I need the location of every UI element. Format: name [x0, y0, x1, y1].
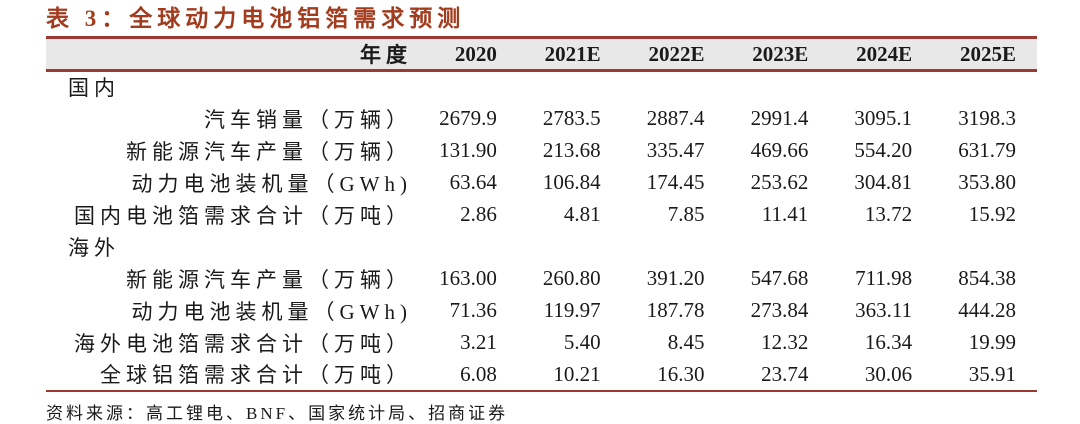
- table-cell: 273.84: [750, 298, 809, 322]
- table-cell: 8.45: [667, 330, 705, 354]
- row-label: 汽车销量（万辆）: [204, 107, 412, 132]
- section-row: 国内: [46, 71, 1037, 103]
- table-cell: 335.47: [646, 138, 705, 162]
- table-cell: 353.80: [958, 170, 1016, 194]
- table-cell: 2887.4: [646, 106, 705, 130]
- table-cell: 16.34: [864, 330, 913, 354]
- table-cell: 3198.3: [958, 106, 1016, 130]
- row-label: 全球铝箔需求合计（万吨）: [100, 363, 412, 387]
- table-cell: 163.00: [439, 266, 497, 290]
- table-cell: 5.40: [563, 330, 601, 354]
- forecast-table: 年度 2020 2021E 2022E 2023E 2024E 2025E 国内…: [46, 36, 1037, 392]
- table-cell: 16.30: [657, 361, 705, 386]
- year-column-header: 2020: [454, 41, 497, 66]
- table-cell: 304.81: [854, 170, 913, 194]
- table-cell: 631.79: [958, 138, 1016, 162]
- table-cell: 4.81: [563, 202, 601, 226]
- table-title: 表 3：全球动力电池铝箔需求预测: [46, 6, 466, 31]
- year-column-header: 2025E: [959, 41, 1016, 66]
- section-label-overseas: 海外: [68, 235, 120, 260]
- table-cell: 30.06: [864, 361, 913, 386]
- table-cell: 106.84: [542, 170, 601, 194]
- table-cell: 260.80: [542, 266, 601, 290]
- table-row: 海外电池箔需求合计（万吨） 3.21 5.40 8.45 12.32 16.34…: [46, 327, 1037, 359]
- table-cell: 2679.9: [439, 106, 497, 130]
- table-cell: 469.66: [750, 138, 809, 162]
- table-row: 国内电池箔需求合计（万吨） 2.86 4.81 7.85 11.41 13.72…: [46, 199, 1037, 231]
- table-cell: 187.78: [646, 298, 705, 322]
- table-cell: 63.64: [449, 170, 497, 194]
- table-cell: 19.99: [968, 330, 1016, 354]
- year-column-header: 2022E: [648, 41, 705, 66]
- year-axis-label: 年度: [360, 43, 412, 67]
- row-label: 国内电池箔需求合计（万吨）: [74, 203, 412, 228]
- year-column-header: 2023E: [752, 41, 809, 66]
- table-cell: 363.11: [855, 298, 913, 322]
- data-source: 资料来源：高工锂电、BNF、国家统计局、招商证券: [46, 403, 509, 423]
- table-cell: 3095.1: [854, 106, 913, 130]
- table-row: 全球铝箔需求合计（万吨） 6.08 10.21 16.30 23.74 30.0…: [46, 359, 1037, 391]
- table-cell: 711.98: [855, 266, 913, 290]
- table-row: 汽车销量（万辆） 2679.9 2783.5 2887.4 2991.4 309…: [46, 103, 1037, 135]
- section-row: 海外: [46, 231, 1037, 263]
- table-cell: 854.38: [958, 266, 1016, 290]
- table-cell: 131.90: [439, 138, 497, 162]
- table-cell: 391.20: [646, 266, 705, 290]
- row-label: 新能源汽车产量（万辆）: [126, 139, 412, 164]
- row-label: 动力电池装机量（GWh): [131, 299, 412, 324]
- table-cell: 23.74: [761, 361, 809, 386]
- table-cell: 71.36: [449, 298, 497, 322]
- table-cell: 3.21: [460, 330, 497, 354]
- table-cell: 10.21: [553, 361, 601, 386]
- table-cell: 253.62: [750, 170, 809, 194]
- row-label: 海外电池箔需求合计（万吨）: [74, 331, 412, 356]
- table-cell: 554.20: [854, 138, 913, 162]
- table-cell: 6.08: [460, 361, 497, 386]
- table-row: 动力电池装机量（GWh) 71.36 119.97 187.78 273.84 …: [46, 295, 1037, 327]
- table-cell: 213.68: [542, 138, 601, 162]
- year-column-header: 2021E: [544, 41, 601, 66]
- row-label: 新能源汽车产量（万辆）: [126, 267, 412, 292]
- table-cell: 119.97: [543, 298, 601, 322]
- table-cell: 12.32: [761, 330, 809, 354]
- table-row: 新能源汽车产量（万辆） 163.00 260.80 391.20 547.68 …: [46, 263, 1037, 295]
- table-row: 新能源汽车产量（万辆） 131.90 213.68 335.47 469.66 …: [46, 135, 1037, 167]
- row-label: 动力电池装机量（GWh): [131, 171, 412, 196]
- table-cell: 2.86: [460, 202, 497, 226]
- table-row: 动力电池装机量（GWh) 63.64 106.84 174.45 253.62 …: [46, 167, 1037, 199]
- table-cell: 444.28: [958, 298, 1016, 322]
- table-cell: 547.68: [750, 266, 809, 290]
- section-label-domestic: 国内: [68, 76, 120, 101]
- table-header-row: 年度 2020 2021E 2022E 2023E 2024E 2025E: [46, 37, 1037, 71]
- table-cell: 11.41: [761, 202, 809, 226]
- table-cell: 7.85: [667, 202, 705, 226]
- table-cell: 174.45: [646, 170, 705, 194]
- table-cell: 35.91: [968, 361, 1016, 386]
- table-cell: 15.92: [968, 202, 1016, 226]
- table-cell: 2991.4: [750, 106, 809, 130]
- table-cell: 13.72: [864, 202, 913, 226]
- year-column-header: 2024E: [856, 41, 913, 66]
- table-cell: 2783.5: [542, 106, 601, 130]
